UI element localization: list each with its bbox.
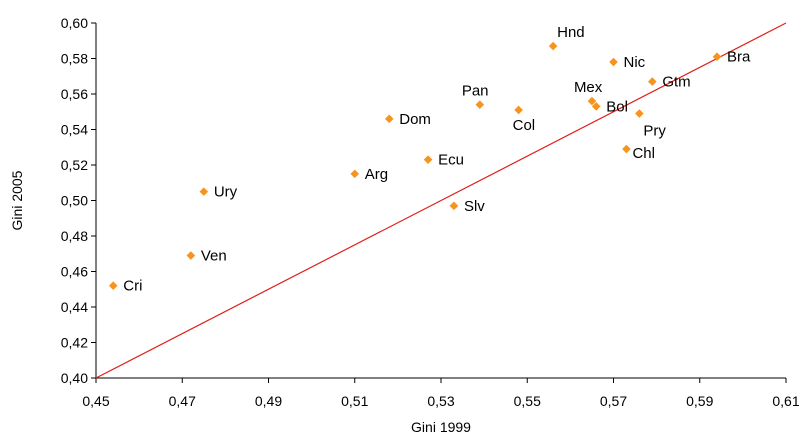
- data-point-ecu: [423, 155, 433, 164]
- y-tick-label: 0,48: [61, 228, 88, 244]
- data-point-hnd: [548, 41, 558, 51]
- data-point-mex: [587, 96, 597, 106]
- axes: [91, 22, 787, 383]
- point-label-ecu: Ecu: [438, 152, 464, 169]
- x-tick-label: 0,49: [255, 393, 282, 409]
- x-tick-label: 0,55: [514, 393, 541, 409]
- x-tick-label: 0,47: [169, 393, 196, 409]
- y-tick-label: 0,44: [61, 299, 88, 315]
- data-point-bra: [712, 52, 722, 62]
- point-label-slv: Slv: [464, 198, 485, 215]
- point-label-cri: Cri: [123, 278, 142, 295]
- y-tick-label: 0,58: [61, 51, 88, 67]
- data-point-ven: [186, 251, 196, 260]
- data-point-gtm: [648, 77, 657, 86]
- x-tick-label: 0,45: [82, 393, 109, 409]
- y-tick-label: 0,46: [61, 264, 88, 280]
- y-tick-label: 0,50: [61, 193, 88, 209]
- point-label-gtm: Gtm: [662, 74, 690, 91]
- point-label-bra: Bra: [727, 49, 751, 66]
- y-tick-label: 0,42: [61, 335, 88, 351]
- point-label-bol: Bol: [606, 98, 628, 115]
- point-label-ven: Ven: [201, 248, 227, 265]
- point-label-nic: Nic: [624, 54, 646, 71]
- point-label-col: Col: [513, 117, 536, 134]
- y-tick-label: 0,54: [61, 122, 88, 138]
- x-tick-label: 0,53: [427, 393, 454, 409]
- point-label-pan: Pan: [462, 83, 489, 100]
- data-points: [108, 41, 722, 290]
- point-label-hnd: Hnd: [557, 24, 585, 41]
- data-point-arg: [350, 169, 360, 179]
- y-tick-label: 0,52: [61, 157, 88, 173]
- point-label-chl: Chl: [632, 145, 655, 162]
- point-label-pry: Pry: [643, 123, 666, 140]
- point-label-arg: Arg: [365, 166, 388, 183]
- y-axis-tick-labels: 0,40 0,42 0,44 0,46 0,48 0,50 0,52 0,54 0,56 0,58…: [61, 15, 88, 386]
- x-axis-tick-labels: 0,45 0,47 0,49 0,51 0,53 0,55 0,57 0,59 0,61: [82, 393, 799, 409]
- y-axis-title: Gini 2005: [9, 170, 25, 230]
- reference-line: [95, 22, 787, 379]
- point-label-dom: Dom: [399, 111, 431, 128]
- data-point-pan: [475, 100, 485, 109]
- y-tick-label: 0,56: [61, 86, 88, 102]
- data-point-bol: [591, 102, 601, 111]
- data-point-cri: [108, 281, 118, 290]
- y-tick-label: 0,40: [61, 370, 88, 386]
- data-point-col: [514, 105, 523, 115]
- x-tick-label: 0,51: [341, 393, 368, 409]
- point-label-ury: Ury: [214, 184, 238, 201]
- data-point-dom: [384, 114, 394, 124]
- data-point-ury: [199, 187, 209, 196]
- y-tick-label: 0,60: [61, 15, 88, 31]
- point-label-mex: Mex: [574, 79, 603, 96]
- data-point-chl: [622, 144, 631, 154]
- data-point-pry: [635, 109, 644, 118]
- data-point-nic: [609, 57, 618, 67]
- diagonal-line: [95, 22, 787, 379]
- x-axis-title: Gini 1999: [411, 419, 471, 435]
- data-point-slv: [449, 201, 459, 211]
- x-tick-label: 0,57: [600, 393, 627, 409]
- x-tick-label: 0,59: [686, 393, 713, 409]
- x-tick-label: 0,61: [772, 393, 799, 409]
